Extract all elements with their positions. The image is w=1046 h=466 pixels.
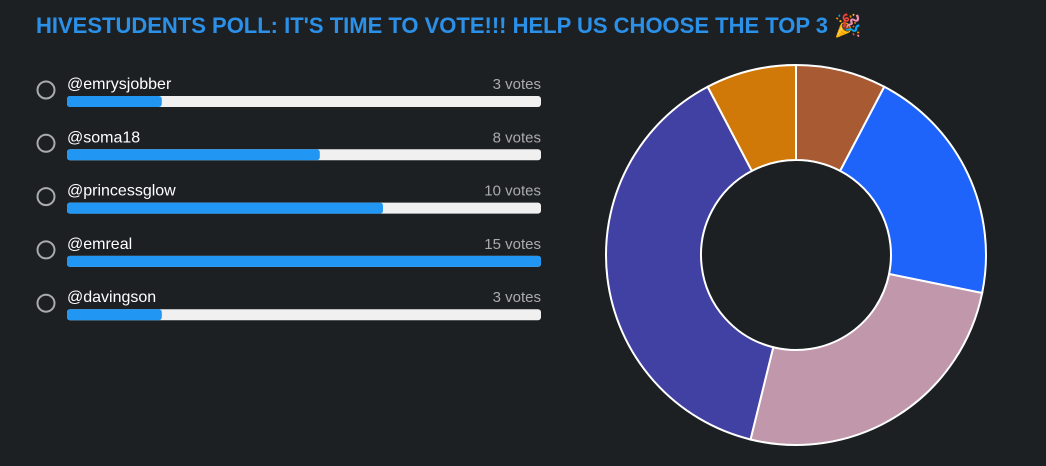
option-name: @soma18 bbox=[67, 129, 140, 146]
bar-fill bbox=[67, 96, 162, 107]
donut-slice bbox=[838, 85, 987, 295]
bar-fill bbox=[67, 255, 541, 267]
option-name: @emrysjobber bbox=[67, 76, 172, 93]
vote-count: 3 votes bbox=[493, 289, 541, 306]
donut-slice bbox=[706, 63, 797, 173]
bar-track bbox=[67, 96, 541, 107]
bar-fill bbox=[67, 149, 320, 161]
bar-track bbox=[67, 309, 541, 321]
vote-count: 10 votes bbox=[484, 183, 541, 200]
poll-title: HIVESTUDENTS POLL: IT'S TIME TO VOTE!!! … bbox=[36, 13, 862, 39]
donut-slice bbox=[605, 85, 775, 441]
option-name: @davingson bbox=[67, 289, 156, 306]
radio-button[interactable] bbox=[36, 80, 56, 100]
radio-button[interactable] bbox=[36, 187, 56, 207]
donut-slice bbox=[749, 272, 984, 446]
bar-fill bbox=[67, 309, 162, 321]
radio-button[interactable] bbox=[36, 240, 56, 260]
option-name: @princessglow bbox=[67, 183, 176, 200]
option-name: @emreal bbox=[67, 236, 132, 253]
radio-button[interactable] bbox=[36, 133, 56, 153]
radio-button[interactable] bbox=[36, 293, 56, 313]
vote-count: 3 votes bbox=[493, 76, 541, 93]
vote-count: 15 votes bbox=[484, 236, 541, 253]
vote-count: 8 votes bbox=[493, 129, 541, 146]
bar-fill bbox=[67, 202, 383, 214]
